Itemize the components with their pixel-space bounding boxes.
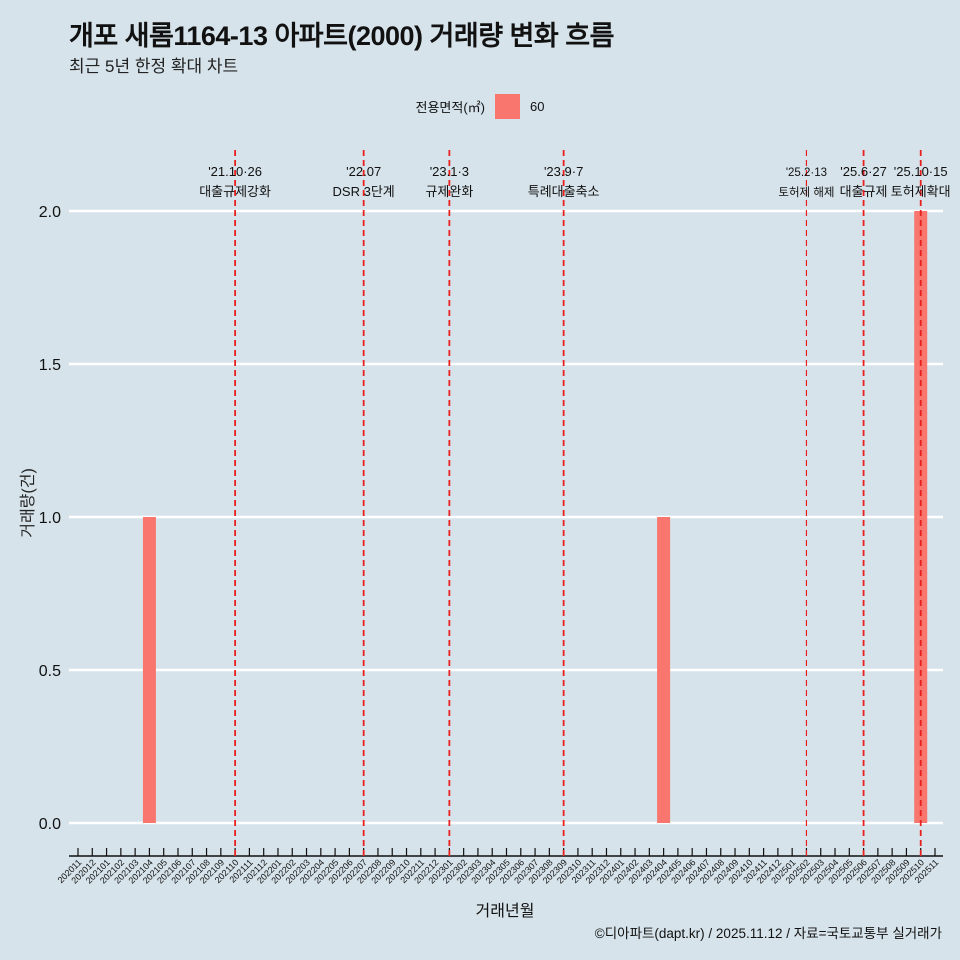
y-tick-label: 0.0 — [39, 816, 61, 833]
y-tick-label: 0.5 — [39, 663, 61, 680]
event-label: 토허제확대 — [891, 184, 951, 199]
event-label: 대출규제 — [840, 184, 888, 199]
source-caption: ©디아파트(dapt.kr) / 2025.11.12 / 자료=국토교통부 실… — [594, 926, 942, 941]
event-label: 토허제 해제 — [778, 186, 834, 199]
x-axis-title: 거래년월 — [475, 903, 535, 920]
event-label: 특례대출축소 — [528, 184, 600, 199]
event-date: '25.6·27 — [840, 164, 887, 179]
bar — [914, 211, 928, 823]
y-tick-label: 1.0 — [39, 510, 61, 527]
chart-subtitle: 최근 5년 한정 확대 차트 — [69, 57, 239, 76]
event-date: '22.07 — [346, 164, 381, 179]
event-label: DSR 3단계 — [333, 184, 395, 199]
bar — [142, 517, 156, 823]
event-date: '25.2·13 — [786, 167, 827, 179]
event-date: '23.9·7 — [544, 164, 583, 179]
legend-swatch — [495, 94, 521, 119]
event-date: '25.10·15 — [894, 164, 948, 179]
chart-title: 개포 새롬1164-13 아파트(2000) 거래량 변화 흐름 — [69, 21, 614, 51]
event-label: 규제완화 — [425, 184, 473, 199]
legend: 전용면적(㎡) 60 — [0, 94, 960, 119]
legend-title: 전용면적(㎡) — [415, 100, 486, 115]
legend-item-label: 60 — [530, 99, 545, 114]
bar — [657, 517, 671, 823]
event-label: 대출규제강화 — [199, 184, 271, 199]
event-date: '23.1·3 — [430, 164, 469, 179]
y-tick-label: 1.5 — [39, 357, 61, 374]
y-axis-title: 거래량(건) — [19, 468, 37, 538]
y-tick-label: 2.0 — [39, 204, 61, 221]
event-date: '21.10·26 — [208, 164, 262, 179]
